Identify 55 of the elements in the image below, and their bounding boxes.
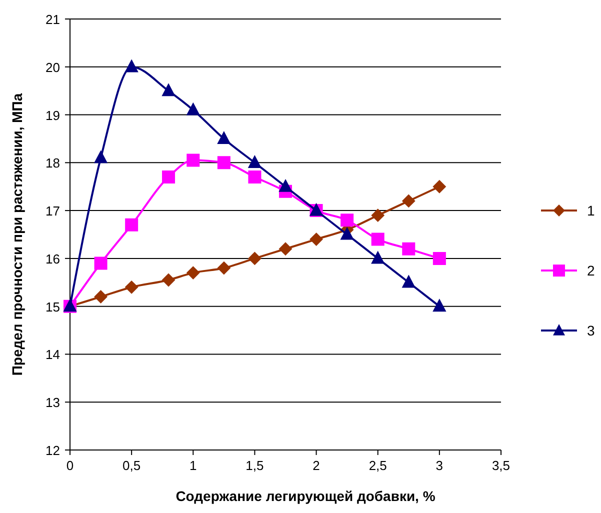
point xyxy=(402,242,416,256)
point xyxy=(186,102,200,116)
point xyxy=(279,180,292,192)
point xyxy=(186,266,200,280)
point xyxy=(125,60,138,72)
point xyxy=(248,252,262,265)
point xyxy=(402,275,416,288)
x-tick-label: 0,5 xyxy=(122,458,141,473)
y-tick-label: 18 xyxy=(46,156,60,171)
point xyxy=(432,252,446,265)
x-tick-label: 1,5 xyxy=(246,458,264,473)
point xyxy=(94,256,108,270)
point xyxy=(217,132,230,144)
y-tick-label: 16 xyxy=(46,251,60,266)
point xyxy=(186,154,200,167)
point xyxy=(162,170,176,184)
point xyxy=(125,280,138,294)
point xyxy=(279,242,292,256)
y-axis-title: Предел прочности при растяжении, МПа xyxy=(9,93,25,376)
y-tick-label: 21 xyxy=(46,12,60,27)
point xyxy=(340,214,354,227)
y-tick-label: 12 xyxy=(46,443,60,458)
y-tick-label: 15 xyxy=(46,299,60,314)
point xyxy=(217,262,230,275)
legend-label: 2 xyxy=(587,262,595,279)
y-tick-label: 13 xyxy=(46,395,60,410)
point xyxy=(432,299,446,312)
y-tick-label: 17 xyxy=(46,204,60,219)
point xyxy=(371,208,384,222)
point xyxy=(162,84,176,96)
y-tick-label: 14 xyxy=(46,347,60,362)
point xyxy=(94,150,108,164)
x-tick-label: 2,5 xyxy=(368,458,387,473)
point xyxy=(371,232,384,246)
point xyxy=(125,218,138,232)
point xyxy=(310,232,323,246)
point xyxy=(162,273,176,286)
x-tick-label: 1 xyxy=(190,458,197,473)
legend-label: 3 xyxy=(587,322,595,339)
point xyxy=(94,290,108,304)
point xyxy=(371,251,384,264)
point xyxy=(248,170,262,184)
x-tick-label: 0 xyxy=(66,458,74,473)
y-tick-label: 20 xyxy=(46,60,60,75)
y-tick-label: 19 xyxy=(46,108,60,123)
x-axis-title: Содержание легирующей добавки, % xyxy=(176,488,436,504)
point xyxy=(248,156,262,168)
x-tick-label: 3 xyxy=(436,458,444,473)
point xyxy=(432,180,446,194)
point xyxy=(217,156,230,170)
legend-label: 1 xyxy=(587,202,595,219)
point xyxy=(402,194,416,208)
point xyxy=(340,227,354,240)
x-tick-label: 2 xyxy=(312,458,320,473)
x-tick-label: 3,5 xyxy=(492,458,510,473)
